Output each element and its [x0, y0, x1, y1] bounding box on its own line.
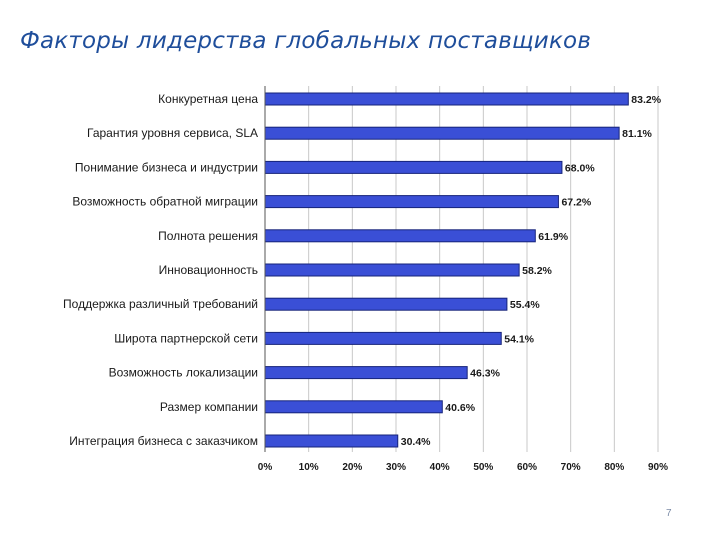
value-label: 68.0%	[565, 162, 595, 174]
category-label: Полнота решения	[158, 229, 258, 243]
value-label: 61.9%	[538, 231, 568, 243]
bar	[264, 195, 559, 209]
category-label: Интеграция бизнеса с заказчиком	[69, 434, 258, 448]
x-tick-label: 20%	[342, 462, 362, 473]
category-label: Широта партнерской сети	[114, 331, 258, 345]
page-number: 7	[666, 508, 672, 519]
x-tick-label: 10%	[299, 462, 319, 473]
x-tick-label: 70%	[561, 462, 581, 473]
x-tick-label: 80%	[604, 462, 624, 473]
slide-title: Факторы лидерства глобальных поставщиков	[20, 28, 592, 54]
value-label: 83.2%	[631, 94, 661, 106]
x-tick-label: 40%	[430, 462, 450, 473]
bar	[264, 126, 620, 140]
category-label: Поддержка различный требований	[63, 297, 258, 311]
bar	[264, 92, 629, 106]
value-label: 55.4%	[510, 299, 540, 311]
category-label: Размер компании	[160, 400, 258, 414]
category-label: Возможность обратной миграции	[72, 195, 258, 209]
bar	[264, 263, 520, 277]
bar	[264, 366, 468, 380]
category-label: Инновационность	[159, 263, 258, 277]
value-label: 81.1%	[622, 128, 652, 140]
value-label: 67.2%	[561, 197, 591, 209]
category-labels: Конкуретная цена Гарантия уровня сервиса,…	[63, 92, 258, 448]
value-label: 58.2%	[522, 265, 552, 277]
bar	[264, 434, 399, 448]
x-tick-label: 0%	[258, 462, 273, 473]
value-label: 46.3%	[470, 368, 500, 380]
bar	[264, 229, 536, 243]
x-axis-ticks: 0% 10% 20% 30% 40% 50% 60% 70% 80% 90%	[258, 462, 668, 473]
x-tick-label: 60%	[517, 462, 537, 473]
value-labels: 83.2% 81.1% 68.0% 67.2% 61.9% 58.2% 55.4% 54.1%…	[401, 94, 662, 448]
x-tick-label: 50%	[473, 462, 493, 473]
category-label: Конкуретная цена	[158, 92, 258, 106]
bars	[264, 92, 629, 448]
bar	[264, 297, 508, 311]
category-label: Понимание бизнеса и индустрии	[75, 160, 258, 174]
category-label: Возможность локализации	[109, 366, 258, 380]
value-label: 30.4%	[401, 436, 431, 448]
bar	[264, 160, 563, 174]
category-label: Гарантия уровня сервиса, SLA	[87, 126, 258, 140]
x-tick-label: 90%	[648, 462, 668, 473]
bar	[264, 331, 502, 345]
value-label: 54.1%	[504, 333, 534, 345]
x-tick-label: 30%	[386, 462, 406, 473]
value-label: 40.6%	[445, 402, 475, 414]
bar	[264, 400, 443, 414]
